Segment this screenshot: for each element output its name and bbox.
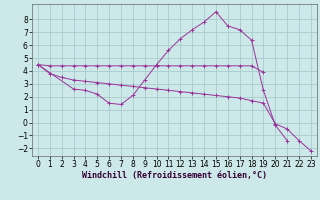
X-axis label: Windchill (Refroidissement éolien,°C): Windchill (Refroidissement éolien,°C) bbox=[82, 171, 267, 180]
